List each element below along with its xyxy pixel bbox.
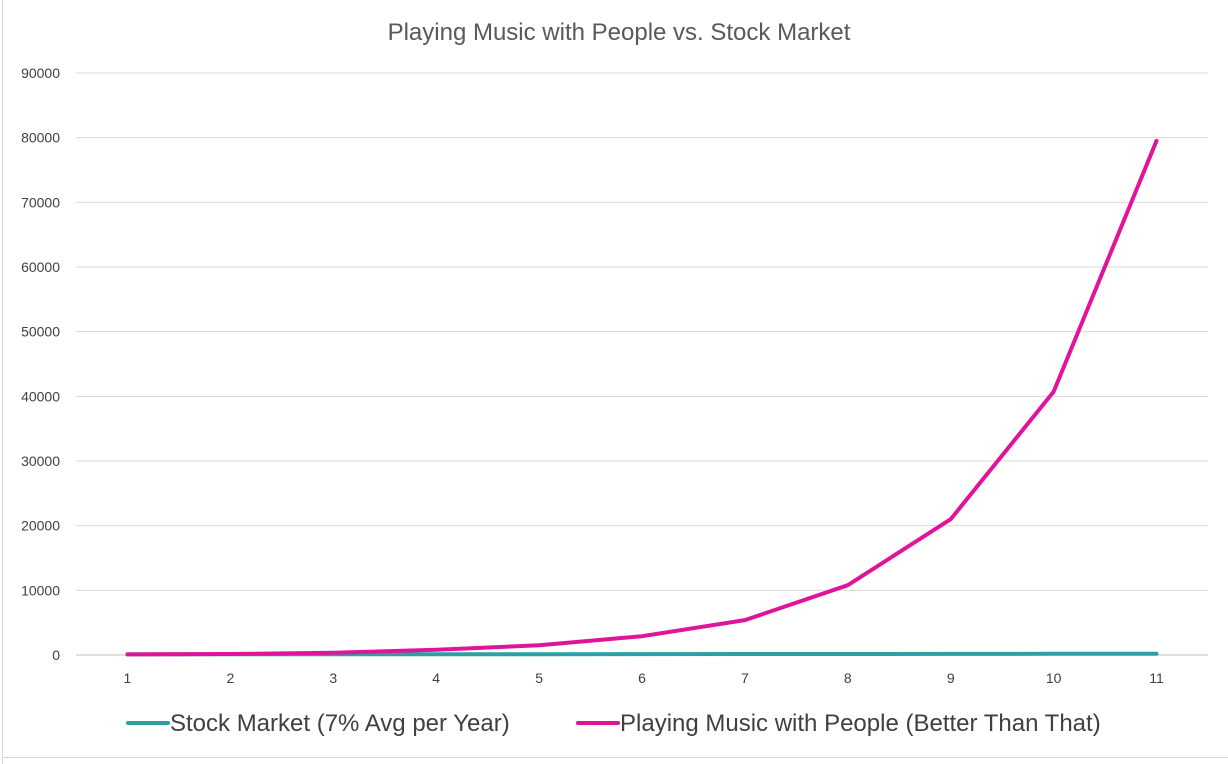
legend-label-1: Stock Market (7% Avg per Year) — [170, 710, 510, 737]
x-tick-label: 4 — [432, 670, 440, 686]
gridlines — [76, 72, 1208, 656]
y-tick-label: 10000 — [21, 582, 60, 598]
chart-frame-left-edge — [2, 0, 3, 764]
series-lines — [125, 138, 1159, 657]
chart-frame-bottom-edge — [2, 757, 1228, 758]
y-tick-label: 70000 — [21, 194, 60, 210]
x-tick-label: 8 — [844, 670, 852, 686]
y-tick-label: 30000 — [21, 453, 60, 469]
y-axis-ticks: 0 10000 20000 30000 40000 50000 60000 70000 8000… — [21, 65, 60, 663]
series-line-2 — [125, 138, 1159, 657]
legend: Stock Market (7% Avg per Year) Playing Mu… — [126, 710, 1101, 737]
x-tick-label: 7 — [741, 670, 749, 686]
chart-title: Playing Music with People vs. Stock Mark… — [388, 19, 851, 46]
y-tick-label: 60000 — [21, 259, 60, 275]
x-tick-label: 5 — [535, 670, 543, 686]
y-tick-label: 20000 — [21, 518, 60, 534]
x-axis-ticks: 1 2 3 4 5 6 7 8 9 10 11 — [124, 670, 1164, 686]
y-tick-label: 0 — [52, 647, 60, 663]
x-tick-label: 2 — [226, 670, 234, 686]
x-tick-label: 3 — [329, 670, 337, 686]
x-tick-label: 1 — [124, 670, 132, 686]
x-tick-label: 10 — [1046, 670, 1062, 686]
x-tick-label: 9 — [947, 670, 955, 686]
y-tick-label: 90000 — [21, 65, 60, 81]
y-tick-label: 40000 — [21, 388, 60, 404]
y-tick-label: 80000 — [21, 130, 60, 146]
y-tick-label: 50000 — [21, 324, 60, 340]
x-tick-label: 11 — [1149, 670, 1164, 686]
x-tick-label: 6 — [638, 670, 646, 686]
legend-label-2: Playing Music with People (Better Than T… — [620, 710, 1101, 737]
